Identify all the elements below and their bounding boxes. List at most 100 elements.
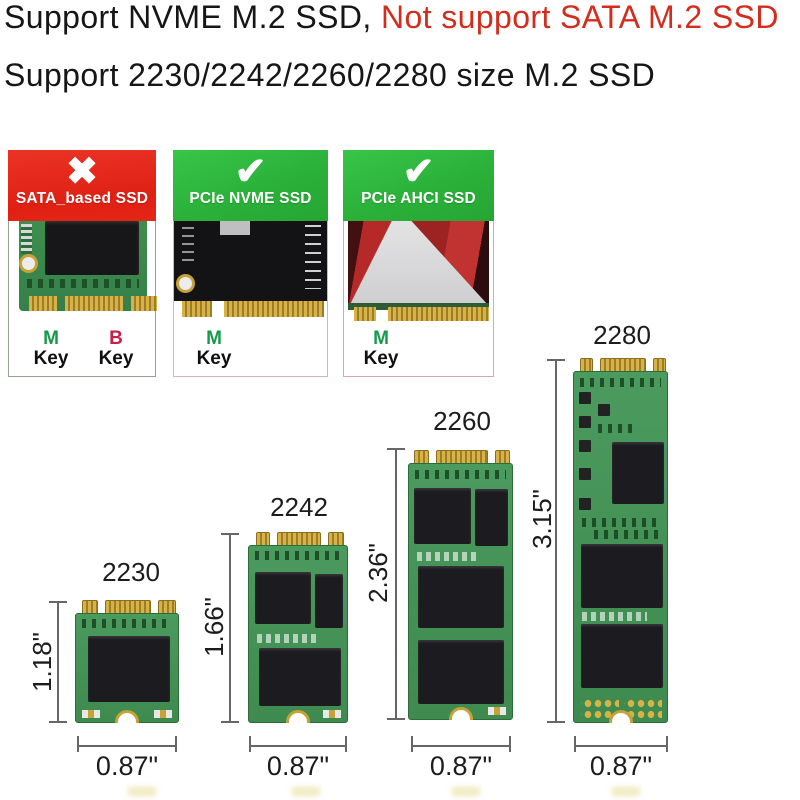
component [220,221,250,235]
m-key-label: M Key [29,328,73,369]
flash-chip [581,624,663,688]
m-key-label: M Key [359,328,403,369]
gold-fingers [182,301,212,317]
height-dimension-line [49,601,67,723]
crop-artifact [452,787,480,796]
width-dimension-label: 0.87" [429,751,493,781]
solder-pads [154,710,172,718]
component-row [82,619,172,628]
key-word: Key [363,348,399,369]
solder-pads [323,710,341,718]
screw-hole [179,277,192,290]
check-icon: ✔ [402,151,435,193]
height-dimension-line [221,533,239,723]
gold-fingers [29,296,57,311]
finger-tab [277,532,321,545]
finger-tab [82,600,98,613]
height-dimension-line [387,448,405,720]
finger-tab [436,450,488,463]
key-word: Key [196,348,232,369]
silkscreen-text [257,634,317,643]
screw-hole [22,257,35,270]
key-letter: M [373,328,389,349]
component [579,392,591,404]
key-word: Key [33,348,69,369]
screw-notch [448,707,473,720]
key-letter: M [206,328,222,349]
silkscreen-text [582,612,647,621]
width-dimension-line [411,736,511,752]
finger-tab [495,450,510,463]
ssd-card-2230 [75,613,179,723]
key-labels: M Key [344,328,493,376]
flash-chip [581,544,663,608]
key-letter: B [109,328,123,349]
finger-tab [580,358,593,371]
finger-tab [414,450,429,463]
component-row [415,470,506,479]
ahci-ssd-photo [344,221,493,333]
flash-chip [259,648,341,706]
size-label-2230: 2230 [102,557,160,587]
panel-title: PCIe AHCI SSD [361,190,476,207]
silkscreen-text [182,227,194,267]
gold-fingers [82,600,176,613]
flash-chip [418,566,504,628]
compat-panel-nvme: ✔ PCIe NVME SSD M Key [173,150,328,377]
panel-title: SATA_based SSD [15,190,149,207]
ssd-card-2260 [408,463,513,720]
flash-chip [414,488,471,544]
heading-line1: Support NVME M.2 SSD, Not support SATA M… [4,0,779,34]
gold-fingers [256,532,344,545]
panel-title: PCIe NVME SSD [189,190,312,207]
compat-panel-ahci: ✔ PCIe AHCI SSD M Key [343,150,494,377]
m-key-label: M Key [192,328,236,369]
flash-chip [88,636,170,702]
check-icon: ✔ [234,151,267,193]
sata-ssd-photo [9,221,157,333]
component [579,440,591,452]
controller-chip [612,442,664,504]
key-labels: M Key [174,328,327,376]
component-row [27,279,139,288]
width-dimension-label: 0.87" [589,751,653,781]
component-row [255,551,341,560]
component-row [580,378,661,387]
finger-tab [158,600,176,613]
solder-pads [488,707,506,715]
width-dimension-line [249,736,347,752]
width-dimension-line [574,736,668,752]
ssd-label-red [348,221,489,303]
finger-tab [328,532,344,545]
panel-header-supported: ✔ PCIe NVME SSD [173,150,328,221]
width-dimension-line [77,736,177,752]
height-dimension-line [547,359,565,723]
ssd-label-triangle [350,221,487,303]
gold-fingers [580,358,666,371]
width-dimension-label: 0.87" [95,751,159,781]
height-dimension-label: 2.36" [363,543,393,603]
size-label-2242: 2242 [270,492,328,522]
test-pad-grid [624,696,662,718]
finger-tab [653,358,666,371]
gold-fingers [131,296,157,311]
finger-tab [600,358,646,371]
compat-panel-sata: ✖ SATA_based SSD M Key B Key [8,150,157,377]
key-letter: M [43,328,59,349]
size-label-2280: 2280 [593,320,651,350]
size-label-2260: 2260 [433,406,491,436]
heading-line2: Support 2230/2242/2260/2280 size M.2 SSD [4,57,656,93]
component-row [594,530,659,539]
ssd-card-2242 [248,545,348,723]
finger-tab [256,532,270,545]
gold-fingers [388,307,489,321]
crop-artifact [128,787,156,796]
b-key-label: B Key [94,328,138,369]
solder-pads [82,710,100,718]
silkscreen-text [305,225,321,289]
test-pad-grid [581,696,619,718]
gold-fingers [224,301,324,317]
gold-fingers [354,307,376,321]
panel-header-not-supported: ✖ SATA_based SSD [8,150,156,221]
